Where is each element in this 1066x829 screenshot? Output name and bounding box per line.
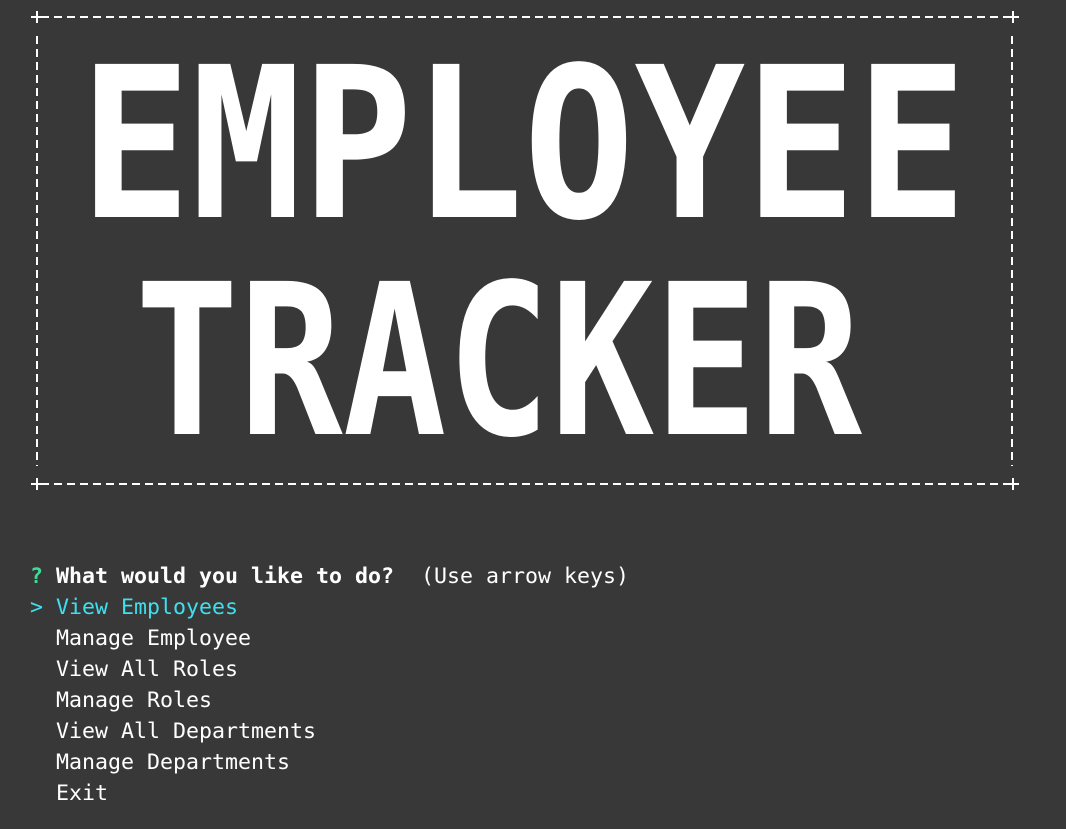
menu-item[interactable]: Manage Roles <box>56 688 212 713</box>
menu-item[interactable]: Exit <box>56 781 108 806</box>
banner-line: EMPLOYEE <box>80 22 967 267</box>
prompt-hint: (Use arrow keys) <box>421 564 629 589</box>
menu-item[interactable]: View All Departments <box>56 719 316 744</box>
banner-line: TRACKER <box>135 239 862 484</box>
prompt-question: What would you like to do? <box>56 564 394 589</box>
prompt-marker: ? <box>30 564 43 589</box>
menu-item[interactable]: View All Roles <box>56 657 238 682</box>
menu-item[interactable]: Manage Departments <box>56 750 290 775</box>
menu-item[interactable]: Manage Employee <box>56 626 251 651</box>
menu-pointer: > <box>30 595 43 620</box>
banner-frame <box>31 11 1019 490</box>
menu-item[interactable]: View Employees <box>56 595 238 620</box>
menu: View Employees Manage Employee View All Ro… <box>56 595 316 806</box>
